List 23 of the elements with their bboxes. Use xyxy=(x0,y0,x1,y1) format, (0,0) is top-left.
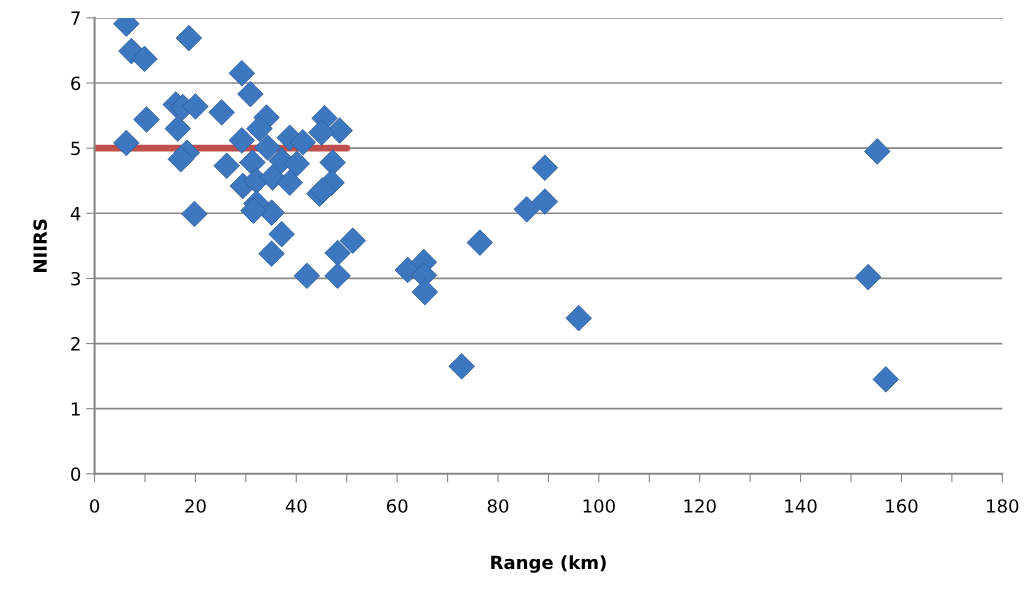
x-tick-label: 40 xyxy=(285,499,307,513)
x-tick-label: 180 xyxy=(987,499,1019,513)
x-tick-label: 60 xyxy=(386,499,408,513)
y-tick-label: 2 xyxy=(71,337,80,351)
y-tick-label: 6 xyxy=(71,76,81,91)
point xyxy=(283,150,311,178)
x-tick-label: 140 xyxy=(785,499,817,513)
y-tick-label: 7 xyxy=(71,11,80,25)
y-tick-label: 4 xyxy=(70,206,81,221)
x-tick-label: 80 xyxy=(487,499,509,513)
x-tick-label: 100 xyxy=(583,499,615,513)
y-tick-label: 3 xyxy=(71,271,80,286)
x-axis-title: Range (km) xyxy=(491,555,606,573)
y-tick-label: 1 xyxy=(71,402,80,416)
y-tick-label: 5 xyxy=(71,141,80,156)
y-axis-title: NIIRS xyxy=(33,219,47,272)
y-tick-label: 0 xyxy=(71,467,81,481)
point xyxy=(872,366,900,393)
x-tick-label: 20 xyxy=(185,499,206,513)
point xyxy=(854,263,882,291)
x-tick-label: 0 xyxy=(90,499,100,513)
x-tick-label: 120 xyxy=(684,499,716,513)
x-tick-label: 160 xyxy=(886,499,918,513)
